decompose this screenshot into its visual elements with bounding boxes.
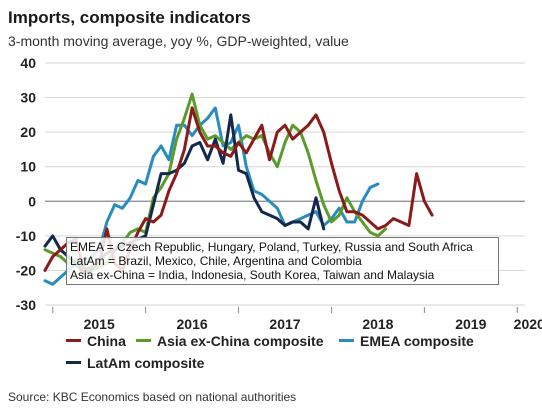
y-tick-label: 10 xyxy=(20,159,36,175)
y-tick-label: 20 xyxy=(20,124,36,140)
y-tick-label: -10 xyxy=(16,228,36,244)
x-tick-label: 2018 xyxy=(362,316,393,332)
y-tick-label: 0 xyxy=(28,193,36,209)
y-tick-label: 40 xyxy=(20,55,36,71)
x-tick-label: 2020 xyxy=(514,316,542,332)
legend-label-latam: LatAm composite xyxy=(87,355,205,371)
y-tick-label: -20 xyxy=(16,262,36,278)
x-tick-label: 2015 xyxy=(84,316,115,332)
chart-subtitle: 3-month moving average, yoy %, GDP-weigh… xyxy=(8,33,349,49)
note-latam: LatAm = Brazil, Mexico, Chile, Argentina… xyxy=(70,254,362,268)
y-tick-label: 30 xyxy=(20,90,36,106)
x-tick-label: 2016 xyxy=(177,316,208,332)
legend-item-latam: LatAm composite xyxy=(66,355,204,371)
x-tick-label: 2019 xyxy=(455,316,486,332)
legend-item-china: China xyxy=(66,333,126,349)
legend-swatch-emea xyxy=(339,338,354,342)
y-tick-label: -30 xyxy=(16,297,36,313)
legend-label-emea: EMEA composite xyxy=(360,333,474,349)
legend-item-emea: EMEA composite xyxy=(339,333,474,349)
legend-swatch-china xyxy=(66,338,81,342)
chart-title: Imports, composite indicators xyxy=(8,8,251,27)
note-asia: Asia ex-China = India, Indonesia, South … xyxy=(70,268,435,282)
legend-label-asia: Asia ex-China composite xyxy=(157,333,324,349)
legend-label-china: China xyxy=(87,333,126,349)
x-tick-label: 2017 xyxy=(269,316,300,332)
legend-item-asia: Asia ex-China composite xyxy=(136,333,324,349)
legend-swatch-latam xyxy=(66,360,81,364)
chart-note-box xyxy=(66,237,499,285)
source-note: Source: KBC Economics based on national … xyxy=(8,390,297,404)
note-emea: EMEA = Czech Republic, Hungary, Poland, … xyxy=(70,240,473,254)
legend-swatch-asia xyxy=(136,338,151,342)
